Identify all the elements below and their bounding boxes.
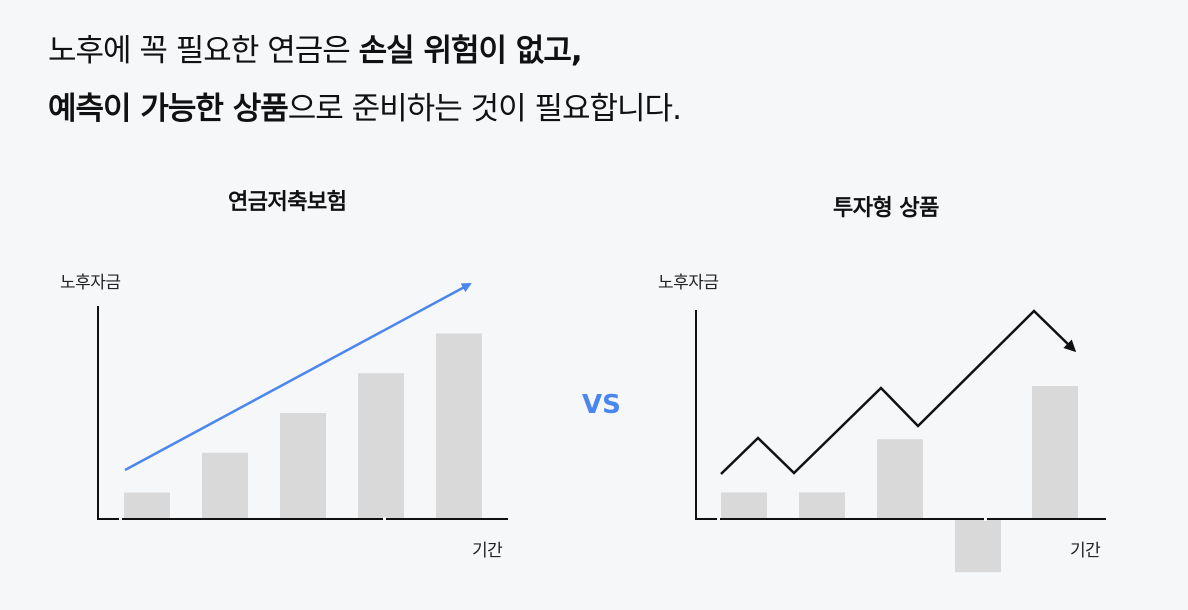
headline-line-2: 예측이 가능한 상품으로 준비하는 것이 필요합니다. xyxy=(48,80,682,138)
chart-title-right: 투자형 상품 xyxy=(833,196,939,221)
bar-left-5 xyxy=(436,333,482,519)
headline-line1-normal: 노후에 꼭 필요한 연금은 xyxy=(48,33,359,69)
y-axis-label-right: 노후자금 xyxy=(658,273,719,293)
trend-arrow-left xyxy=(124,282,472,472)
bar-right-5 xyxy=(1032,386,1078,519)
headline-line1-bold: 손실 위험이 없고, xyxy=(358,33,583,69)
headline-line2-bold: 예측이 가능한 상품 xyxy=(48,91,289,127)
bar-left-4 xyxy=(358,373,404,519)
y-axis-label-left: 노후자금 xyxy=(60,273,121,293)
axis-gap-right-1 xyxy=(717,517,720,521)
axis-gap-right-2 xyxy=(984,517,987,521)
x-axis-label-left: 기간 xyxy=(472,541,503,561)
bar-left-1 xyxy=(124,492,170,519)
headline: 노후에 꼭 필요한 연금은 손실 위험이 없고, 예측이 가능한 상품으로 준비… xyxy=(48,22,682,138)
bar-right-4 xyxy=(955,519,1001,573)
bar-right-1 xyxy=(721,492,767,519)
bar-right-2 xyxy=(799,492,845,519)
right-chart xyxy=(695,309,1106,573)
bar-left-3 xyxy=(280,413,326,519)
trend-line-right xyxy=(720,309,1077,475)
chart-title-left: 연금저축보험 xyxy=(228,190,347,215)
headline-line-1: 노후에 꼭 필요한 연금은 손실 위험이 없고, xyxy=(48,22,681,80)
bar-left-2 xyxy=(202,452,248,519)
left-chart xyxy=(97,282,508,521)
x-axis-label-right: 기간 xyxy=(1070,541,1101,561)
bar-right-3 xyxy=(877,439,923,519)
axis-gap-left-1 xyxy=(119,517,122,521)
vs-label: VS xyxy=(582,390,621,420)
headline-line2-normal: 으로 준비하는 것이 필요합니다. xyxy=(287,91,682,127)
axis-gap-left-2 xyxy=(383,517,386,521)
